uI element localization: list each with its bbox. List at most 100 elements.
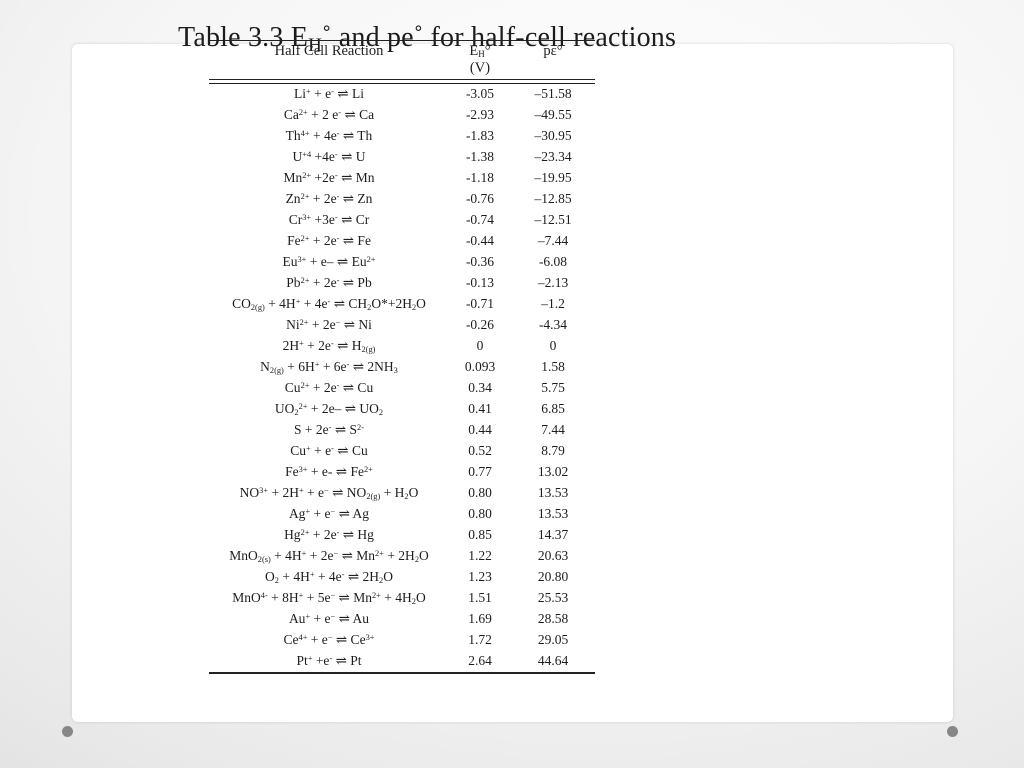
table-top-rule xyxy=(209,40,595,41)
pe-cell: 20.63 xyxy=(537,548,569,563)
pe-cell: 7.44 xyxy=(541,422,565,437)
reaction-cell: Hg2+ + 2e- ⇌ Hg xyxy=(284,527,374,542)
table-row: MnO4- + 8H+ + 5e− ⇌ Mn2+ + 4H2O 1.51 25.53 xyxy=(209,588,595,609)
table-row: Ni2+ + 2e− ⇌ Ni -0.26 -4.34 xyxy=(209,315,595,336)
eh-cell: -0.76 xyxy=(465,191,495,206)
column-header-eh: EH° (V) xyxy=(449,43,511,77)
pe-cell: –30.95 xyxy=(534,128,572,143)
eh-cell: 0.52 xyxy=(468,443,492,458)
table-header-row: Half Cell Reaction EH° (V) pε° xyxy=(209,41,595,79)
reaction-cell: Pb2+ + 2e- ⇌ Pb xyxy=(286,275,372,290)
reaction-cell: N2(g) + 6H+ + 6e- ⇌ 2NH3 xyxy=(260,359,398,375)
pe-cell: –49.55 xyxy=(534,107,572,122)
reaction-cell: UO22+ + 2e– ⇌ UO2 xyxy=(274,401,384,417)
eh-cell: -2.93 xyxy=(465,107,495,122)
eh-cell: -0.26 xyxy=(465,317,495,332)
pe-cell: 8.79 xyxy=(541,443,565,458)
pe-cell: 6.85 xyxy=(541,401,565,416)
table-row: Pb2+ + 2e- ⇌ Pb -0.13 –2.13 xyxy=(209,273,595,294)
pe-cell: 1.58 xyxy=(541,359,565,374)
pe-cell: 29.05 xyxy=(537,632,569,647)
bottom-left-dot-icon xyxy=(62,726,73,737)
table-row: S + 2e- ⇌ S2- 0.44 7.44 xyxy=(209,420,595,441)
reaction-cell: Eu3+ + e– ⇌ Eu2+ xyxy=(282,254,376,269)
reaction-cell: Zn2+ + 2e- ⇌ Zn xyxy=(285,191,373,206)
table-row: Mn2+ +2e- ⇌ Mn -1.18 –19.95 xyxy=(209,168,595,189)
pe-cell: 13.53 xyxy=(537,485,569,500)
reaction-cell: Ca2+ + 2 e- ⇌ Ca xyxy=(283,107,375,122)
table-row: Cr3+ +3e- ⇌ Cr -0.74 –12.51 xyxy=(209,210,595,231)
table-row: O2 + 4H+ + 4e- ⇌ 2H2O 1.23 20.80 xyxy=(209,567,595,588)
bottom-right-dot-icon xyxy=(947,726,958,737)
eh-cell: -1.38 xyxy=(465,149,495,164)
eh-cell: -1.18 xyxy=(465,170,495,185)
pe-cell: –2.13 xyxy=(537,275,569,290)
table-row: Pt+ +e- ⇌ Pt 2.64 44.64 xyxy=(209,651,595,672)
table-row: NO3+ + 2H+ + e− ⇌ NO2(g) + H2O 0.80 13.53 xyxy=(209,483,595,504)
table-row: CO2(g) + 4H+ + 4e- ⇌ CH2O*+2H2O -0.71 –1.2 xyxy=(209,294,595,315)
table-row: Fe2+ + 2e- ⇌ Fe -0.44 –7.44 xyxy=(209,231,595,252)
reaction-cell: Cu+ + e- ⇌ Cu xyxy=(290,443,368,458)
reaction-cell: Li+ + e- ⇌ Li xyxy=(294,86,364,101)
eh-cell: 0.77 xyxy=(468,464,492,479)
eh-cell: -0.44 xyxy=(465,233,495,248)
eh-cell: -0.71 xyxy=(465,296,495,311)
column-header-pe: pε° xyxy=(543,43,563,59)
pe-cell: 25.53 xyxy=(537,590,569,605)
reaction-cell: U+4 +4e- ⇌ U xyxy=(292,149,366,164)
table-row: N2(g) + 6H+ + 6e- ⇌ 2NH3 0.093 1.58 xyxy=(209,357,595,378)
table-row: Au+ + e− ⇌ Au 1.69 28.58 xyxy=(209,609,595,630)
table-row: Cu2+ + 2e- ⇌ Cu 0.34 5.75 xyxy=(209,378,595,399)
table-row: Hg2+ + 2e- ⇌ Hg 0.85 14.37 xyxy=(209,525,595,546)
pe-cell: –1.2 xyxy=(541,296,565,311)
table-row: Fe3+ + e- ⇌ Fe2+ 0.77 13.02 xyxy=(209,462,595,483)
eh-unit: (V) xyxy=(469,60,491,76)
reaction-cell: S + 2e- ⇌ S2- xyxy=(294,422,364,437)
pe-cell: –12.51 xyxy=(534,212,572,227)
eh-cell: 2.64 xyxy=(468,653,492,668)
table-bottom-rule xyxy=(209,671,595,674)
pe-cell: -4.34 xyxy=(538,317,568,332)
slide-content-box xyxy=(72,44,953,722)
pe-cell: 5.75 xyxy=(541,380,565,395)
page-title: Table 3.3 EH˚ and pe˚ for half-cell reac… xyxy=(178,22,677,56)
table-row: 2H+ + 2e- ⇌ H2(g) 0 0 xyxy=(209,336,595,357)
eh-cell: 0.41 xyxy=(468,401,492,416)
reaction-cell: Th4+ + 4e- ⇌ Th xyxy=(285,128,373,143)
eh-cell: 1.69 xyxy=(468,611,492,626)
eh-cell: 0.85 xyxy=(468,527,492,542)
pe-cell: –19.95 xyxy=(534,170,572,185)
table-row: Ag+ + e− ⇌ Ag 0.80 13.53 xyxy=(209,504,595,525)
pe-cell: 28.58 xyxy=(537,611,569,626)
reaction-cell: Fe2+ + 2e- ⇌ Fe xyxy=(287,233,371,248)
reaction-cell: Ag+ + e− ⇌ Ag xyxy=(288,506,370,521)
pe-cell: –12.85 xyxy=(534,191,572,206)
pe-cell: 44.64 xyxy=(537,653,569,668)
eh-cell: -0.13 xyxy=(465,275,495,290)
eh-cell: 0.093 xyxy=(464,359,496,374)
reaction-cell: 2H+ + 2e- ⇌ H2(g) xyxy=(282,338,376,354)
pe-cell: -6.08 xyxy=(538,254,568,269)
pe-cell: –51.58 xyxy=(534,86,572,101)
reaction-cell: CO2(g) + 4H+ + 4e- ⇌ CH2O*+2H2O xyxy=(232,296,426,312)
reaction-cell: O2 + 4H+ + 4e- ⇌ 2H2O xyxy=(265,569,393,585)
eh-cell: -1.83 xyxy=(465,128,495,143)
table-body: Li+ + e- ⇌ Li -3.05 –51.58 Ca2+ + 2 e- ⇌ Ca… xyxy=(209,84,595,672)
table-row: U+4 +4e- ⇌ U -1.38 –23.34 xyxy=(209,147,595,168)
pe-cell: –7.44 xyxy=(537,233,569,248)
eh-cell: 1.22 xyxy=(468,548,492,563)
eh-cell: 0.34 xyxy=(468,380,492,395)
pe-cell: 20.80 xyxy=(537,569,569,584)
table-row: Ca2+ + 2 e- ⇌ Ca -2.93 –49.55 xyxy=(209,105,595,126)
half-cell-table: Half Cell Reaction EH° (V) pε° Li+ + e- … xyxy=(209,40,595,674)
reaction-cell: Fe3+ + e- ⇌ Fe2+ xyxy=(285,464,373,479)
table-row: MnO2(s) + 4H+ + 2e− ⇌ Mn2+ + 2H2O 1.22 20.… xyxy=(209,546,595,567)
pe-cell: 14.37 xyxy=(537,527,569,542)
reaction-cell: Cr3+ +3e- ⇌ Cr xyxy=(288,212,370,227)
column-header-reaction: Half Cell Reaction xyxy=(274,43,384,59)
reaction-cell: Mn2+ +2e- ⇌ Mn xyxy=(283,170,375,185)
reaction-cell: Ce4+ + e− ⇌ Ce3+ xyxy=(283,632,375,647)
table-row: Ce4+ + e− ⇌ Ce3+ 1.72 29.05 xyxy=(209,630,595,651)
reaction-cell: Au+ + e− ⇌ Au xyxy=(288,611,370,626)
reaction-cell: MnO4- + 8H+ + 5e− ⇌ Mn2+ + 4H2O xyxy=(232,590,426,606)
